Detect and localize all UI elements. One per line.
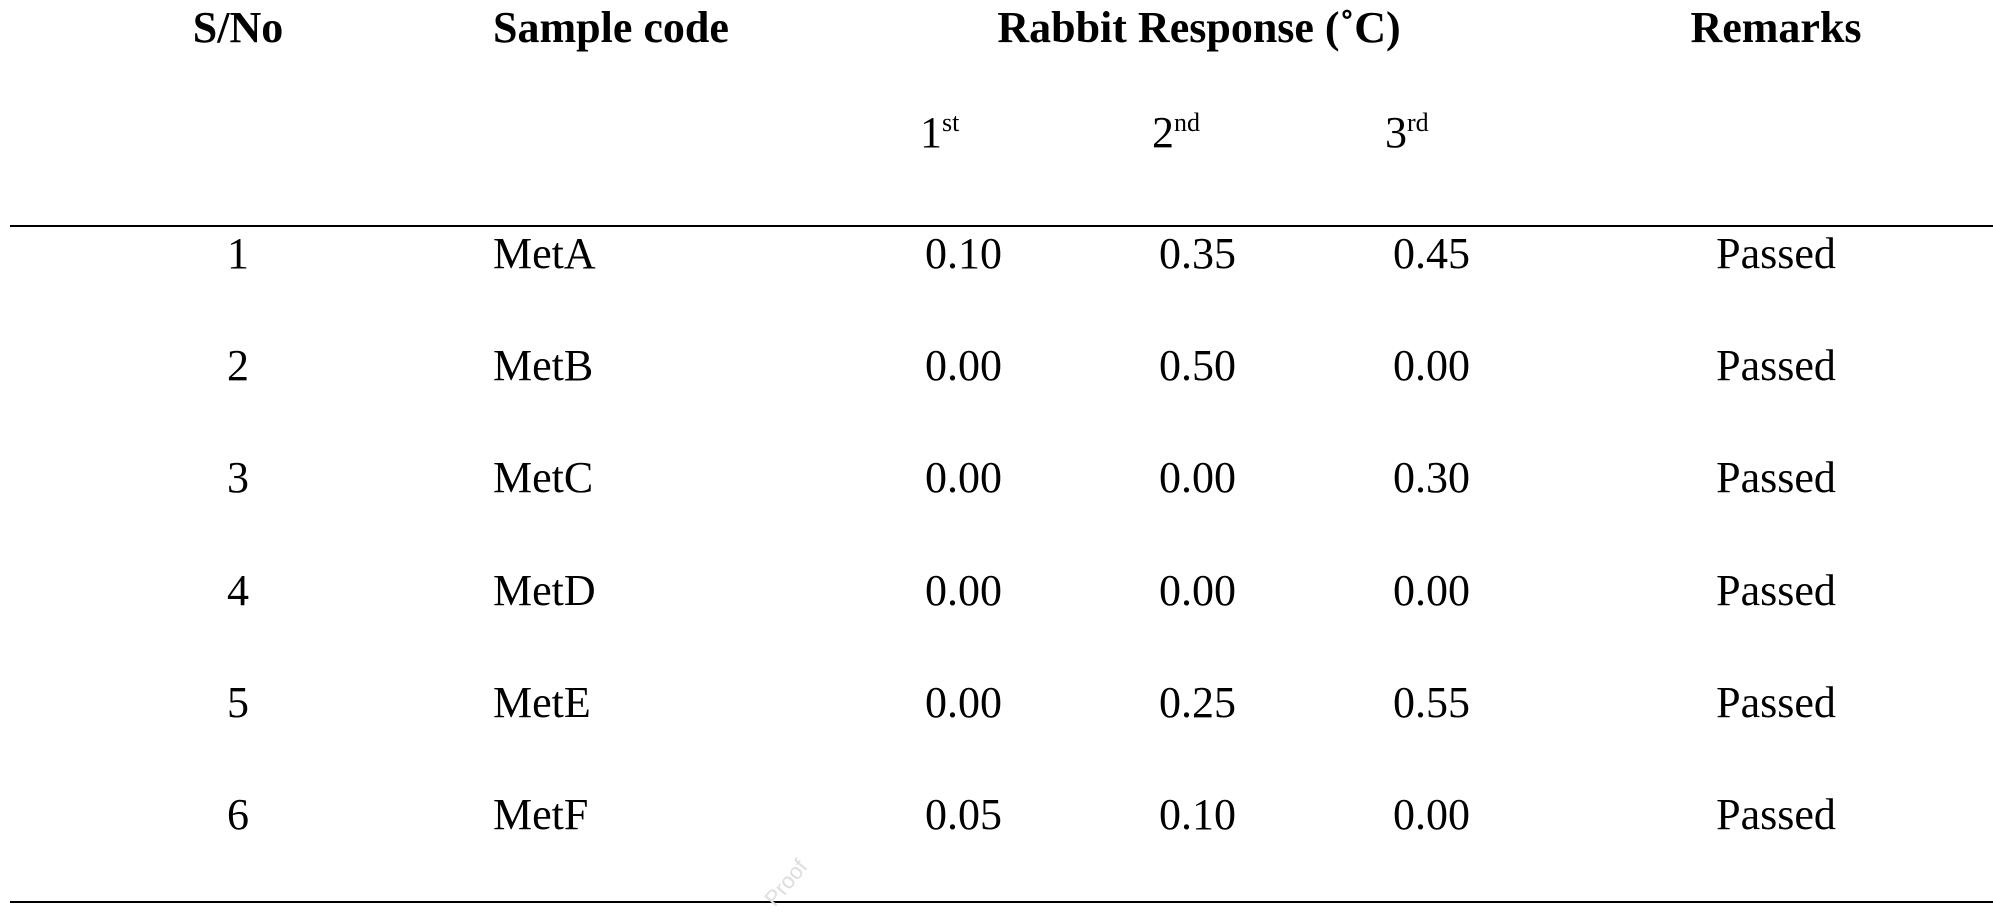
table-cell: 0.00 [925,453,1002,503]
subheader-cell: 2nd [1152,108,1200,158]
table-cell: MetC [493,453,594,503]
table-cell: 3 [227,453,249,503]
table-cell: 0.35 [1159,229,1236,278]
table-cell: 0.55 [1393,677,1470,727]
table-cell: MetE [493,677,591,727]
table-cell: 0.50 [1159,341,1236,391]
table-cell: Passed [1716,565,1836,615]
header-cell: S/No [192,3,284,52]
table-cell: 0.00 [925,565,1002,615]
table-cell: Passed [1716,790,1836,839]
ordinal-suffix: rd [1407,108,1429,137]
table-cell: 0.00 [1393,565,1470,615]
table-cell: Passed [1716,677,1836,727]
header-cell: Rabbit Response (˚C) [997,3,1401,52]
table-cell: 0.00 [1159,453,1236,503]
header-rule [10,225,1993,227]
table-cell: 0.30 [1393,453,1470,503]
table-cell: 2 [227,341,249,391]
table-cell: Passed [1716,453,1836,503]
table-cell: 0.00 [925,341,1002,391]
ordinal-suffix: nd [1174,108,1200,137]
table-cell: MetB [493,341,594,391]
table-cell: 1 [227,229,249,278]
subheader-cell: 3rd [1385,108,1429,158]
table-cell: 0.25 [1159,677,1236,727]
table-cell: Passed [1716,229,1836,278]
table-cell: 4 [227,565,249,615]
header-cell: Sample code [493,3,729,52]
ordinal-suffix: st [942,108,960,137]
table-cell: 0.00 [1393,341,1470,391]
table-cell: 0.00 [1393,790,1470,839]
table-cell: 0.05 [925,790,1002,839]
table-cell: MetF [493,790,589,839]
table-cell: 0.00 [925,677,1002,727]
subheader-cell: 1st [920,108,959,158]
table-cell: MetD [493,565,596,615]
ordinal-number: 1 [920,108,942,157]
table-cell: 6 [227,790,249,839]
table-cell: 0.10 [1159,790,1236,839]
ordinal-number: 2 [1152,108,1174,157]
table-cell: Passed [1716,341,1836,391]
table-cell: 5 [227,677,249,727]
ordinal-number: 3 [1385,108,1407,157]
table-cell: 0.10 [925,229,1002,278]
table-cell: MetA [493,229,596,278]
bottom-rule [10,901,1993,903]
table-cell: 0.00 [1159,565,1236,615]
table-cell: 0.45 [1393,229,1470,278]
header-cell: Remarks [1690,3,1862,52]
